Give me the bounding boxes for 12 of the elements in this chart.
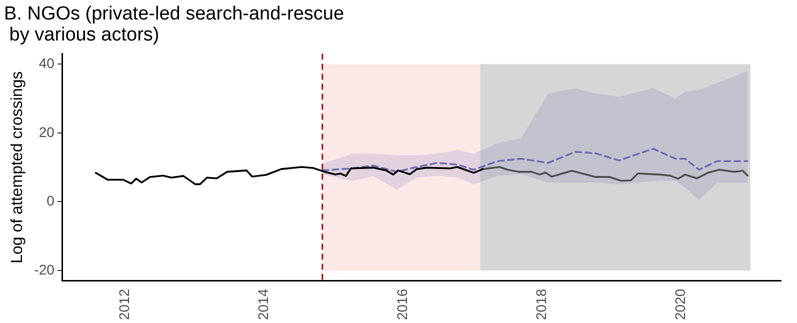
y-tick-label: 0 [46, 192, 55, 209]
x-tick-label: 2018 [532, 288, 549, 320]
y-tick-label: 40 [38, 54, 55, 71]
y-axis-title: Log of attempted crossings [9, 71, 26, 264]
x-tick-label: 2012 [116, 288, 132, 320]
line-series [321, 148, 749, 173]
x-tick-label: 2016 [394, 288, 410, 320]
y-tick-label: -20 [34, 261, 55, 278]
x-tick-label: 2014 [254, 288, 271, 320]
x-tick-label: 2020 [672, 288, 688, 320]
y-tick-label: 20 [38, 124, 55, 140]
chart-title: B. NGOs (private-led search-and-rescue by various actors) [4, 4, 344, 46]
